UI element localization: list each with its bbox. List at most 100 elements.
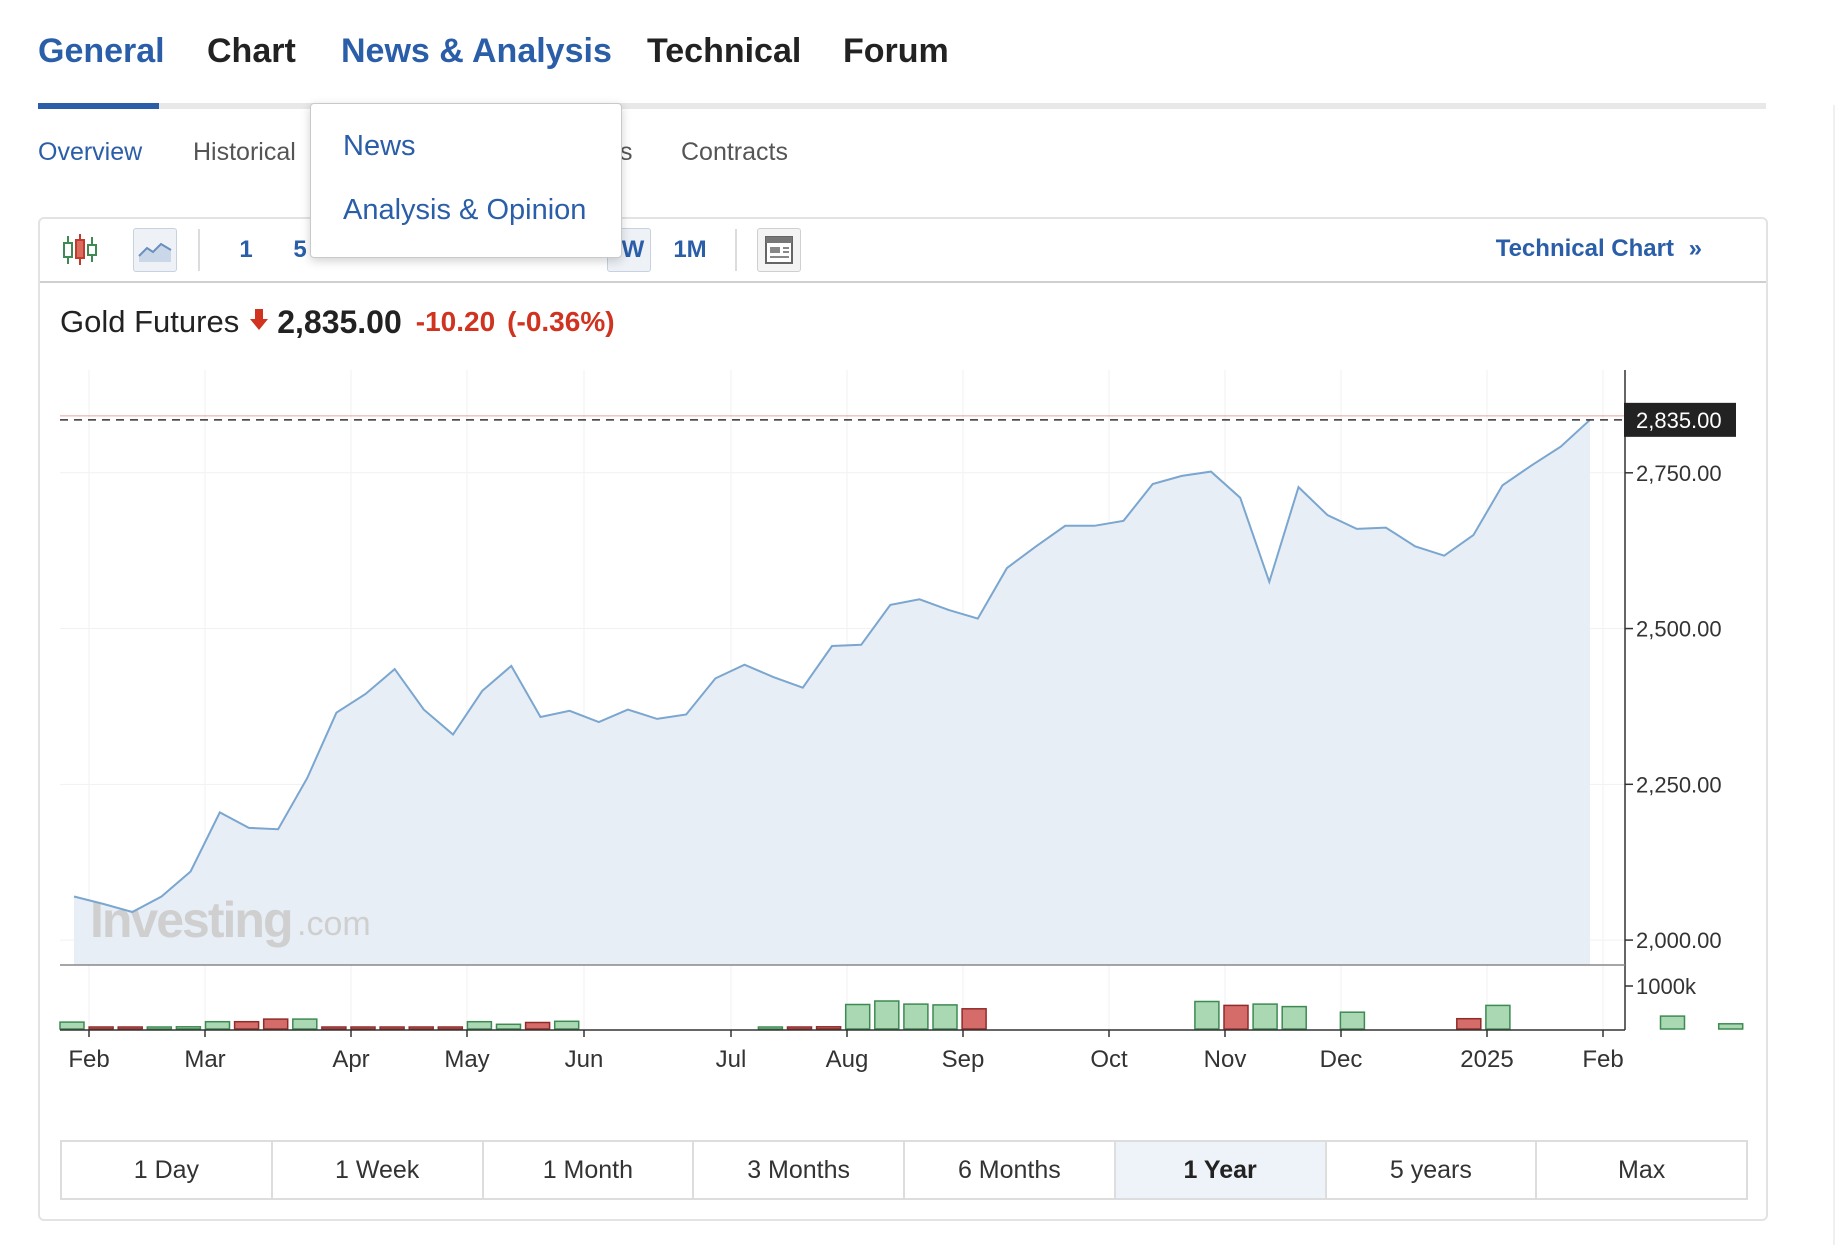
volume-bar (262, 1018, 289, 1030)
volume-bar (379, 1026, 405, 1030)
toolbar-separator (735, 229, 737, 271)
range-6-months[interactable]: 6 Months (905, 1142, 1116, 1198)
layout-button[interactable] (757, 228, 801, 272)
price-change: -10.20 (415, 306, 496, 337)
tab-general[interactable]: General (38, 32, 165, 70)
volume-bar (408, 1026, 434, 1030)
volume-bar (1281, 1005, 1307, 1030)
x-tick-label: May (444, 1046, 489, 1073)
x-tick-label: Oct (1090, 1046, 1128, 1073)
volume-bar (757, 1026, 784, 1030)
x-tick-label: Dec (1320, 1046, 1363, 1073)
y-tick-label: 2,000.00 (1636, 928, 1722, 953)
range-1-week[interactable]: 1 Week (273, 1142, 484, 1198)
subtab-overview[interactable]: Overview (38, 138, 143, 166)
volume-bar (1659, 1015, 1686, 1030)
volume-bar (1252, 1003, 1278, 1030)
technical-chart-link[interactable]: Technical Chart » (1496, 235, 1702, 263)
volume-bar (466, 1020, 493, 1030)
last-price-badge-label: 2,835.00 (1636, 408, 1722, 433)
range-max[interactable]: Max (1618, 1155, 1666, 1184)
toolbar-separator (198, 229, 200, 271)
y-tick-label: 2,250.00 (1636, 772, 1722, 797)
x-tick-label: Mar (184, 1046, 225, 1073)
volume-bar (1456, 1017, 1482, 1030)
price-area-fill (74, 419, 1590, 965)
interval-1-button[interactable]: 1 (228, 231, 264, 269)
x-tick-label: Aug (826, 1046, 869, 1073)
volume-bar (786, 1026, 813, 1030)
x-tick-label: Feb (68, 1046, 109, 1073)
dropdown-item-news[interactable]: News (343, 130, 416, 162)
dropdown-item-analysis-opinion[interactable]: Analysis & Opinion (343, 194, 587, 226)
volume-bar (844, 1003, 871, 1030)
volume-bar (874, 1000, 900, 1030)
tab-technical[interactable]: Technical (647, 32, 802, 70)
area-chart-button[interactable] (133, 228, 177, 272)
subtab-historical[interactable]: Historical (193, 138, 296, 166)
range-1-year[interactable]: 1 Year (1115, 1142, 1327, 1198)
interval-month-label: 1M (673, 236, 707, 263)
watermark-suffix: .com (297, 905, 371, 943)
arrow-down-icon (249, 308, 269, 337)
volume-bar (146, 1026, 173, 1030)
chart-axes: 2,750.00 2,500.00 2,250.00 2,000.00 1000k 2,8… (60, 370, 1736, 1073)
last-price-badge (1624, 402, 1736, 437)
volume-bar (117, 1026, 143, 1030)
technical-chart-label: Technical Chart (1495, 235, 1674, 262)
price-change-percent: (-0.36%) (507, 306, 615, 337)
subtab-contracts[interactable]: Contracts (681, 138, 788, 166)
range-1-day[interactable]: 1 Day (62, 1142, 273, 1198)
volume-bar (292, 1018, 318, 1030)
price-line (60, 415, 1625, 914)
double-chevron-right-icon: » (1688, 235, 1702, 262)
volume-bar (88, 1026, 114, 1030)
time-range-selector: 1 Day 1 Week 1 Month 3 Months 6 Months 1… (60, 1140, 1748, 1200)
interval-week-label: W (621, 236, 645, 263)
volume-bar (204, 1020, 231, 1030)
area-chart-icon (138, 242, 172, 262)
interval-5-button[interactable]: 5 (282, 231, 318, 269)
interval-5-label: 5 (293, 236, 307, 263)
price-series-line (73, 419, 1591, 914)
x-tick-label: Feb (1582, 1046, 1623, 1073)
watermark-logo: Investing (90, 892, 291, 948)
candlestick-icon (63, 234, 97, 265)
x-tick-label: Sep (942, 1046, 985, 1073)
x-tick-label: Jun (565, 1046, 604, 1073)
tab-news-analysis[interactable]: News & Analysis (341, 32, 612, 70)
volume-bar (495, 1023, 522, 1030)
volume-bar (932, 1004, 958, 1030)
right-column-divider (1833, 105, 1835, 1245)
interval-1-label: 1 (239, 236, 253, 263)
volume-bars (59, 1000, 1744, 1030)
volume-bar (524, 1021, 551, 1030)
subtab-partially-hidden[interactable]: s (620, 138, 633, 166)
tab-chart[interactable]: Chart (207, 32, 296, 70)
volume-bar (961, 1008, 987, 1030)
interval-month-button[interactable]: 1M (664, 231, 716, 269)
x-tick-label: 2025 (1460, 1046, 1513, 1073)
volume-bar (1717, 1023, 1744, 1030)
quote-header: Gold Futures 2,835.00 -10.20 (-0.36%) (60, 300, 615, 344)
volume-bar (1485, 1004, 1511, 1030)
range-3-months[interactable]: 3 Months (694, 1142, 905, 1198)
tabs-divider (38, 103, 1766, 109)
y-tick-label: 2,750.00 (1636, 461, 1722, 486)
tab-forum[interactable]: Forum (843, 32, 949, 70)
x-tick-label: Apr (332, 1046, 369, 1073)
volume-bar (350, 1026, 376, 1030)
volume-bar (1223, 1004, 1249, 1030)
range-1-month[interactable]: 1 Month (484, 1142, 695, 1198)
last-price: 2,835.00 (277, 303, 402, 340)
volume-bar (553, 1020, 580, 1030)
volume-bar (437, 1026, 464, 1030)
candlestick-chart-button[interactable] (60, 231, 100, 269)
volume-bar (175, 1026, 202, 1030)
y-tick-label: 2,500.00 (1636, 617, 1722, 642)
range-5-years[interactable]: 5 years (1327, 1142, 1538, 1198)
volume-bar (321, 1026, 347, 1030)
instrument-name: Gold Futures (60, 304, 240, 339)
volume-bar (903, 1003, 929, 1030)
